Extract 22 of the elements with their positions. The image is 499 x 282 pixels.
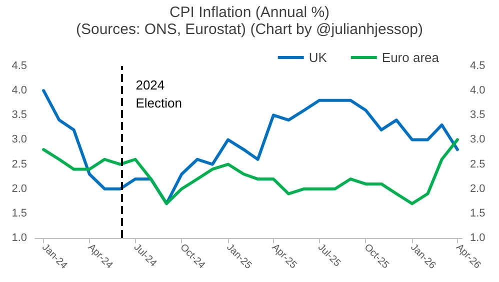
y-tick-label: 1.0 <box>12 232 27 244</box>
y2-tick-label: 2.0 <box>470 182 486 195</box>
y2-tick-label: 3.0 <box>470 134 486 146</box>
legend-label: Euro area <box>382 50 440 65</box>
y-tick-label: 2.0 <box>12 182 27 195</box>
ref-line-label: 2024 Election <box>136 78 182 110</box>
chart-title: CPI Inflation (Annual %) <box>169 4 330 21</box>
y2-tick-label: 4.0 <box>470 84 486 97</box>
y2-tick-label: 1.5 <box>470 207 486 220</box>
y-tick-label: 4.0 <box>12 84 27 97</box>
y2-tick-label: 2.5 <box>470 158 486 170</box>
y2-tick-label: 3.5 <box>470 109 486 122</box>
line-series <box>42 138 459 206</box>
chart-subtitle: (Sources: ONS, Eurostat) (Chart by @julianhjessop) <box>76 21 424 38</box>
y-tick-label: 2.5 <box>12 158 27 170</box>
y2-tick-label: 1.0 <box>470 232 486 244</box>
y2-tick-label: 4.5 <box>470 60 486 72</box>
y-tick-label: 3.0 <box>12 134 27 146</box>
y-tick-label: 4.5 <box>12 60 27 72</box>
legend-label: UK <box>308 50 328 65</box>
y-tick-label: 3.5 <box>12 109 27 122</box>
y-tick-label: 1.5 <box>12 207 27 220</box>
